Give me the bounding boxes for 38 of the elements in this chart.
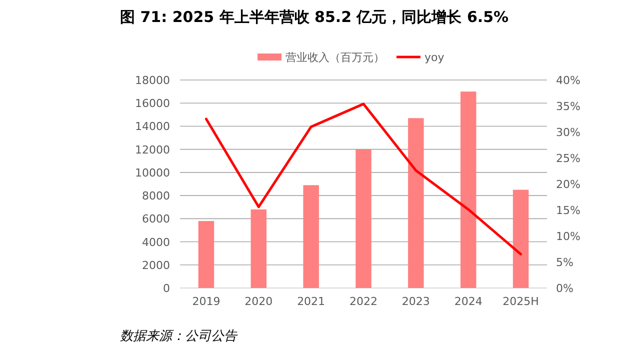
y-tick-label: 0 xyxy=(163,282,170,295)
bar xyxy=(460,92,476,288)
y2-tick-label: 5% xyxy=(556,256,574,269)
y-tick-label: 12000 xyxy=(135,143,170,156)
x-tick-label: 2025H xyxy=(502,295,539,308)
y-tick-label: 10000 xyxy=(135,166,170,180)
bar xyxy=(356,149,372,288)
bar xyxy=(512,190,529,288)
y2-tick-label: 40% xyxy=(556,74,580,87)
bar xyxy=(198,220,214,288)
bar xyxy=(303,185,319,288)
x-tick-label: 2023 xyxy=(402,295,430,308)
y2-tick-label: 0% xyxy=(556,282,574,295)
y2-tick-label: 20% xyxy=(556,178,580,191)
line-series xyxy=(204,102,522,256)
y2-tick-label: 25% xyxy=(556,152,580,165)
x-tick-label: 2022 xyxy=(350,295,378,308)
x-tick-label: 2020 xyxy=(244,295,273,308)
y2-tick-label: 30% xyxy=(556,126,580,139)
chart-title: 图 71: 2025 年上半年营收 85.2 亿元，同比增长 6.5% xyxy=(120,8,509,26)
legend-label: 营业收入（百万元） xyxy=(286,51,384,64)
x-tick-label: 2024 xyxy=(454,295,482,308)
x-tick-label: 2021 xyxy=(297,295,326,308)
y-tick-label: 16000 xyxy=(135,97,170,110)
y2-tick-label: 35% xyxy=(556,100,580,113)
y-tick-label: 18000 xyxy=(135,74,170,87)
y-tick-label: 4000 xyxy=(142,236,170,249)
y-tick-label: 6000 xyxy=(142,212,170,226)
y-tick-label: 8000 xyxy=(142,190,170,203)
bar xyxy=(408,118,424,288)
source-note: 数据来源：公司公告 xyxy=(120,329,238,344)
y2-tick-label: 15% xyxy=(556,204,580,217)
y-tick-label: 14000 xyxy=(135,120,170,134)
bar xyxy=(250,209,267,288)
legend-label: yoy xyxy=(424,51,445,64)
y2-tick-label: 10% xyxy=(556,230,580,243)
x-tick-label: 2019 xyxy=(192,295,220,308)
y-tick-label: 2000 xyxy=(142,258,170,272)
